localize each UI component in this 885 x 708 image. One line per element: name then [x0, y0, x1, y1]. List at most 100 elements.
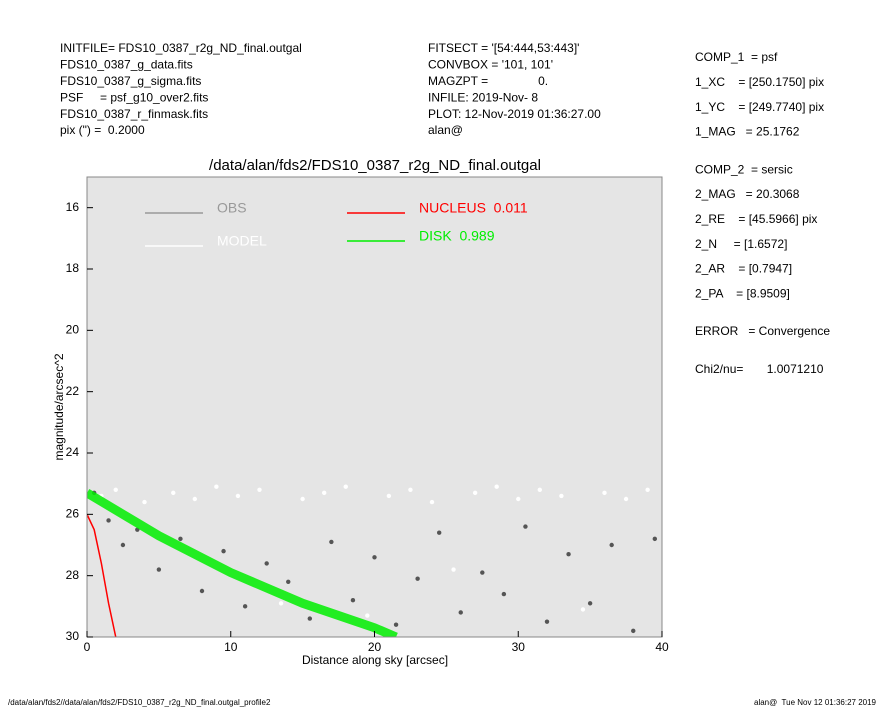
- data-point: [408, 487, 413, 492]
- data-point: [537, 487, 543, 492]
- legend-label: NUCLEUS 0.011: [419, 200, 528, 216]
- legend-label: OBS: [217, 200, 247, 216]
- data-point: [300, 496, 305, 502]
- fit-parameter: COMP_1 = psf: [695, 50, 778, 64]
- header-line: pix (") = 0.2000: [60, 123, 145, 137]
- data-point: [221, 548, 226, 554]
- fit-parameter: 2_N = [1.6572]: [695, 237, 787, 251]
- header-line: PLOT: 12-Nov-2019 01:36:27.00: [428, 107, 601, 121]
- data-point: [494, 484, 499, 489]
- fit-parameter: 2_PA = [8.9509]: [695, 286, 790, 300]
- x-tick-label: 10: [224, 640, 238, 654]
- fit-parameter: COMP_2 = sersic: [695, 162, 793, 176]
- data-point: [286, 579, 291, 584]
- data-point: [393, 622, 399, 627]
- y-tick-label: 24: [66, 445, 80, 459]
- y-tick-label: 28: [66, 568, 80, 582]
- data-point: [343, 484, 348, 489]
- data-point: [451, 567, 456, 572]
- data-point: [171, 490, 176, 496]
- header-line: INITFILE= FDS10_0387_r2g_ND_final.outgal: [60, 41, 302, 55]
- data-layer: [87, 484, 658, 637]
- data-point: [156, 567, 162, 572]
- data-point: [257, 487, 262, 492]
- header-line: FDS10_0387_g_sigma.fits: [60, 74, 201, 88]
- fit-parameter: 2_MAG = 20.3068: [695, 187, 800, 201]
- data-point: [523, 524, 528, 529]
- header-line: CONVBOX = '101, 101': [428, 58, 553, 72]
- chart-title: /data/alan/fds2/FDS10_0387_r2g_ND_final.…: [209, 157, 541, 174]
- data-point: [602, 490, 607, 496]
- data-point: [113, 487, 118, 492]
- data-point: [429, 499, 435, 505]
- x-tick-label: 40: [655, 640, 669, 654]
- fit-parameter: 1_YC = [249.7740] pix: [695, 100, 824, 114]
- fit-parameter: ERROR = Convergence: [695, 324, 830, 338]
- footer-right: alan@ Tue Nov 12 01:36:27 2019: [754, 698, 877, 707]
- data-point: [106, 518, 111, 523]
- header-line: alan@: [428, 123, 463, 137]
- y-tick-label: 26: [66, 507, 80, 521]
- data-point: [329, 539, 334, 545]
- data-point: [566, 552, 571, 557]
- data-point: [242, 604, 248, 609]
- data-point: [645, 487, 650, 492]
- header-line: MAGZPT = 0.: [428, 74, 548, 88]
- data-point: [501, 591, 507, 597]
- header-line: FITSECT = '[54:444,53:443]': [428, 41, 579, 55]
- fit-parameter: 1_XC = [250.1750] pix: [695, 75, 824, 89]
- data-point: [458, 610, 463, 615]
- data-point: [199, 588, 205, 594]
- model-line: [87, 514, 117, 637]
- plot-area: [87, 177, 662, 637]
- data-point: [544, 619, 550, 624]
- header-line: FDS10_0387_g_data.fits: [60, 58, 193, 72]
- data-point: [178, 536, 183, 542]
- fit-parameter: Chi2/nu= 1.0071210: [695, 362, 824, 376]
- data-point: [264, 561, 269, 566]
- data-point: [350, 598, 356, 603]
- fit-parameter: 1_MAG = 25.1762: [695, 125, 800, 139]
- footer-left: /data/alan/fds2//data/alan/fds2/FDS10_03…: [8, 698, 271, 707]
- data-point: [652, 536, 658, 542]
- fit-parameter: 2_RE = [45.5966] pix: [695, 212, 817, 226]
- y-tick-label: 22: [66, 384, 80, 398]
- y-tick-label: 16: [66, 200, 80, 214]
- x-tick-label: 0: [84, 640, 91, 654]
- data-point: [631, 628, 636, 634]
- data-point: [623, 496, 629, 502]
- data-point: [472, 490, 478, 496]
- data-point: [609, 542, 614, 548]
- legend-label: MODEL: [217, 233, 267, 249]
- data-point: [372, 555, 377, 560]
- data-point: [192, 496, 198, 502]
- model-band: [87, 489, 398, 637]
- data-point: [415, 576, 420, 581]
- data-point: [365, 613, 370, 618]
- data-point: [321, 490, 327, 496]
- data-point: [480, 570, 485, 575]
- data-point: [214, 484, 219, 489]
- data-point: [235, 493, 241, 499]
- fit-parameter: 2_AR = [0.7947]: [695, 262, 792, 276]
- data-point: [386, 493, 392, 499]
- y-tick-label: 18: [66, 261, 80, 275]
- x-tick-label: 30: [512, 640, 526, 654]
- data-point: [307, 616, 313, 621]
- data-point: [587, 601, 593, 606]
- header-line: PSF = psf_g10_over2.fits: [60, 90, 208, 104]
- data-point: [559, 493, 564, 499]
- header-line: FDS10_0387_r_finmask.fits: [60, 107, 208, 121]
- legend-label: DISK 0.989: [419, 228, 495, 244]
- x-tick-label: 20: [368, 640, 382, 654]
- y-axis-label: magnitude/arcsec^2: [52, 353, 66, 460]
- data-point: [278, 601, 284, 606]
- data-point: [120, 542, 126, 548]
- y-tick-label: 20: [66, 323, 80, 337]
- data-point: [516, 496, 521, 502]
- data-point: [142, 499, 147, 505]
- data-point: [580, 607, 586, 612]
- y-tick-label: 30: [66, 629, 80, 643]
